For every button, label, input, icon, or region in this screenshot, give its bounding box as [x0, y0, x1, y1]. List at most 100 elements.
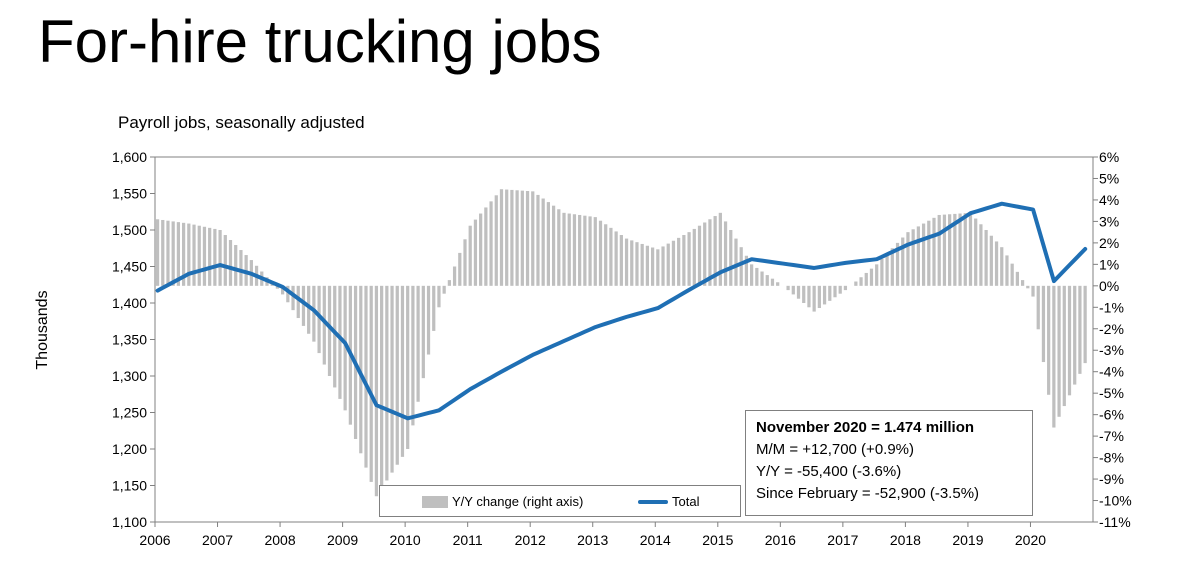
- yy-bar: [656, 249, 660, 286]
- x-tick-label: 2016: [765, 532, 796, 548]
- yy-bar: [557, 209, 561, 286]
- yy-bar: [953, 213, 957, 286]
- yy-bar: [1036, 285, 1040, 330]
- y-left-tick-label: 1,500: [112, 222, 147, 238]
- yy-bar: [421, 285, 425, 379]
- legend-bar-swatch: [422, 495, 448, 508]
- yy-bar: [578, 214, 582, 286]
- yy-bar: [984, 230, 988, 286]
- yy-bar: [583, 215, 587, 286]
- yy-bar: [734, 238, 738, 286]
- yy-bar: [301, 285, 306, 326]
- yy-bar: [536, 194, 540, 286]
- yy-bar: [609, 227, 613, 286]
- yy-bar: [166, 220, 170, 286]
- yy-bar: [1047, 285, 1051, 395]
- yy-bar: [176, 222, 181, 286]
- yy-bar: [281, 285, 285, 295]
- yy-bar: [604, 224, 608, 286]
- yy-bar: [739, 247, 743, 286]
- yy-bar: [479, 213, 483, 286]
- y-right-tick-label: -8%: [1099, 450, 1124, 466]
- yy-bar: [1052, 285, 1056, 428]
- yy-bar: [187, 223, 191, 286]
- y-left-tick-label: 1,450: [112, 259, 147, 275]
- legend-item-total: Total: [638, 494, 699, 509]
- y-right-tick-label: -2%: [1099, 321, 1124, 337]
- yy-bar: [963, 213, 967, 286]
- x-tick-label: 2020: [1015, 532, 1046, 548]
- y-left-tick-label: 1,100: [112, 514, 147, 530]
- yy-bar: [416, 285, 420, 402]
- yy-bar: [1041, 285, 1046, 363]
- yy-bar: [1020, 280, 1025, 286]
- legend-line-swatch: [638, 499, 668, 504]
- yy-bar: [765, 275, 769, 286]
- yy-bar: [390, 285, 394, 473]
- yy-bar: [843, 285, 848, 291]
- yy-bar: [598, 220, 603, 286]
- yy-bar: [916, 226, 920, 286]
- yy-bar: [864, 272, 868, 286]
- yy-bar: [885, 253, 889, 286]
- yy-bar: [974, 218, 978, 286]
- yy-bar: [828, 285, 832, 301]
- yy-bar: [327, 285, 332, 376]
- x-tick-label: 2017: [827, 532, 858, 548]
- y-right-tick-label: -9%: [1099, 471, 1124, 487]
- page-title: For-hire trucking jobs: [38, 8, 602, 75]
- yy-bar: [1057, 285, 1061, 417]
- yy-bar: [239, 250, 243, 286]
- yy-bar: [197, 225, 201, 286]
- yy-bar: [791, 285, 795, 295]
- yy-bar: [593, 217, 597, 286]
- yy-bar: [202, 226, 207, 286]
- x-tick-label: 2015: [702, 532, 733, 548]
- y-right-tick-label: -4%: [1099, 364, 1124, 380]
- yy-bar: [228, 240, 233, 286]
- yy-bar: [630, 240, 634, 286]
- y-left-tick-label: 1,400: [112, 295, 147, 311]
- yy-bar: [682, 235, 686, 286]
- x-tick-label: 2007: [202, 532, 233, 548]
- x-tick-label: 2006: [139, 532, 170, 548]
- yy-bar: [406, 285, 410, 449]
- x-tick-label: 2014: [640, 532, 671, 548]
- yy-bar: [385, 285, 389, 481]
- yy-bar: [650, 247, 655, 286]
- yy-bar: [687, 232, 691, 286]
- yy-bar: [161, 219, 165, 286]
- yy-bar: [531, 191, 535, 286]
- yy-bar: [635, 242, 639, 286]
- yy-bar: [989, 235, 993, 286]
- yy-bar: [994, 241, 999, 286]
- yy-bar: [213, 228, 217, 286]
- line-layer: [155, 201, 1088, 421]
- yy-bar: [155, 219, 160, 286]
- yy-bar: [968, 212, 973, 286]
- yy-bar: [802, 285, 806, 303]
- yy-bar: [369, 285, 373, 482]
- total-line: [155, 201, 1088, 421]
- yy-bar: [171, 221, 175, 286]
- yy-bar: [776, 282, 780, 286]
- yy-bar: [447, 280, 451, 286]
- yy-bar: [859, 277, 863, 286]
- yy-bar: [338, 285, 342, 399]
- yy-bar: [515, 190, 519, 286]
- yy-bar: [380, 285, 384, 489]
- x-tick-label: 2008: [264, 532, 295, 548]
- yy-bar: [234, 245, 238, 286]
- x-tick-label: 2011: [453, 532, 483, 548]
- yy-bar: [218, 230, 222, 286]
- y-right-tick-label: -7%: [1099, 428, 1124, 444]
- y-left-tick-label: 1,350: [112, 332, 147, 348]
- y-right-tick-label: -5%: [1099, 385, 1124, 401]
- y-right-tick-label: -6%: [1099, 407, 1124, 423]
- yy-bar: [895, 242, 900, 286]
- y-right-tick-label: -1%: [1099, 299, 1124, 315]
- yy-bar: [796, 285, 801, 299]
- yy-bar: [322, 285, 326, 365]
- yy-bar: [458, 252, 462, 286]
- yy-bar: [307, 285, 311, 334]
